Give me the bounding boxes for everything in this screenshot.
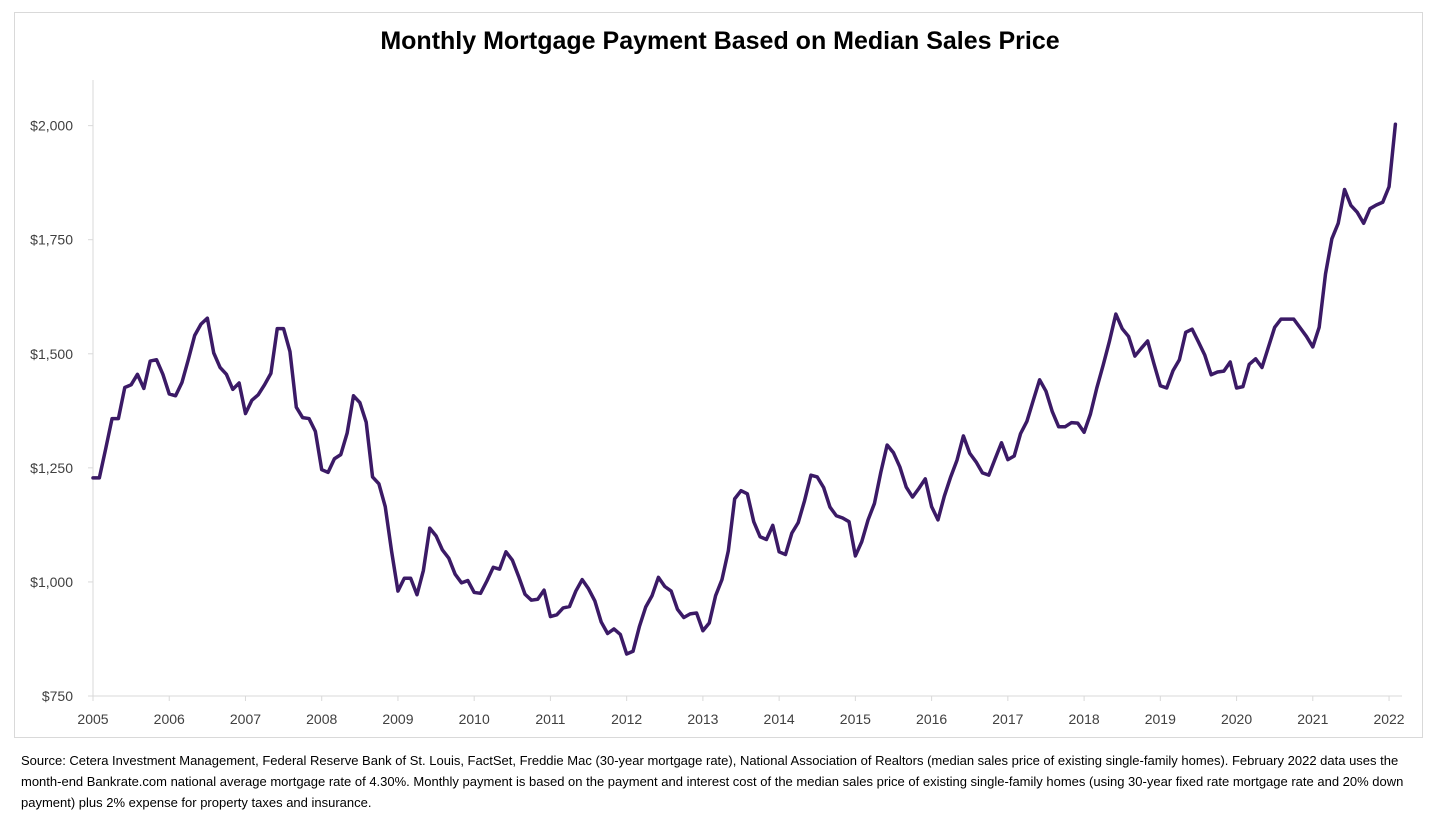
x-tick-label: 2018 <box>1069 711 1100 727</box>
x-tick-label: 2017 <box>992 711 1023 727</box>
chart-frame <box>14 12 1423 738</box>
y-axis-labels: $750 $1,000 $1,250 $1,500 $1,750 $2,000 <box>30 118 93 704</box>
x-tick-label: 2022 <box>1373 711 1404 727</box>
y-tick-label: $1,000 <box>30 574 73 590</box>
x-tick-label: 2020 <box>1221 711 1252 727</box>
x-tick-label: 2015 <box>840 711 871 727</box>
chart-title: Monthly Mortgage Payment Based on Median… <box>380 27 1060 55</box>
series-line <box>91 122 1398 656</box>
x-tick-label: 2019 <box>1145 711 1176 727</box>
x-tick-label: 2009 <box>382 711 413 727</box>
axes <box>92 80 1402 697</box>
x-tick-label: 2011 <box>535 711 565 727</box>
y-tick-label: $2,000 <box>30 118 73 134</box>
x-tick-label: 2010 <box>459 711 490 727</box>
x-tick-label: 2006 <box>154 711 185 727</box>
x-tick-label: 2016 <box>916 711 947 727</box>
x-tick-label: 2008 <box>306 711 337 727</box>
x-tick-label: 2014 <box>764 711 795 727</box>
x-axis-labels: 2005 2006 2007 2008 2009 2010 2011 2012 2013 2014… <box>77 696 1405 727</box>
x-tick-label: 2012 <box>611 711 642 727</box>
source-note: Source: Cetera Investment Management, Fe… <box>21 753 1404 810</box>
x-tick-label: 2005 <box>77 711 108 727</box>
series-group <box>91 122 1398 656</box>
y-tick-label: $1,500 <box>30 346 73 362</box>
y-tick-label: $1,250 <box>30 460 73 476</box>
y-tick-label: $1,750 <box>30 232 73 248</box>
x-tick-label: 2021 <box>1297 711 1328 727</box>
y-tick-label: $750 <box>42 688 73 704</box>
x-tick-label: 2013 <box>687 711 718 727</box>
x-tick-label: 2007 <box>230 711 261 727</box>
